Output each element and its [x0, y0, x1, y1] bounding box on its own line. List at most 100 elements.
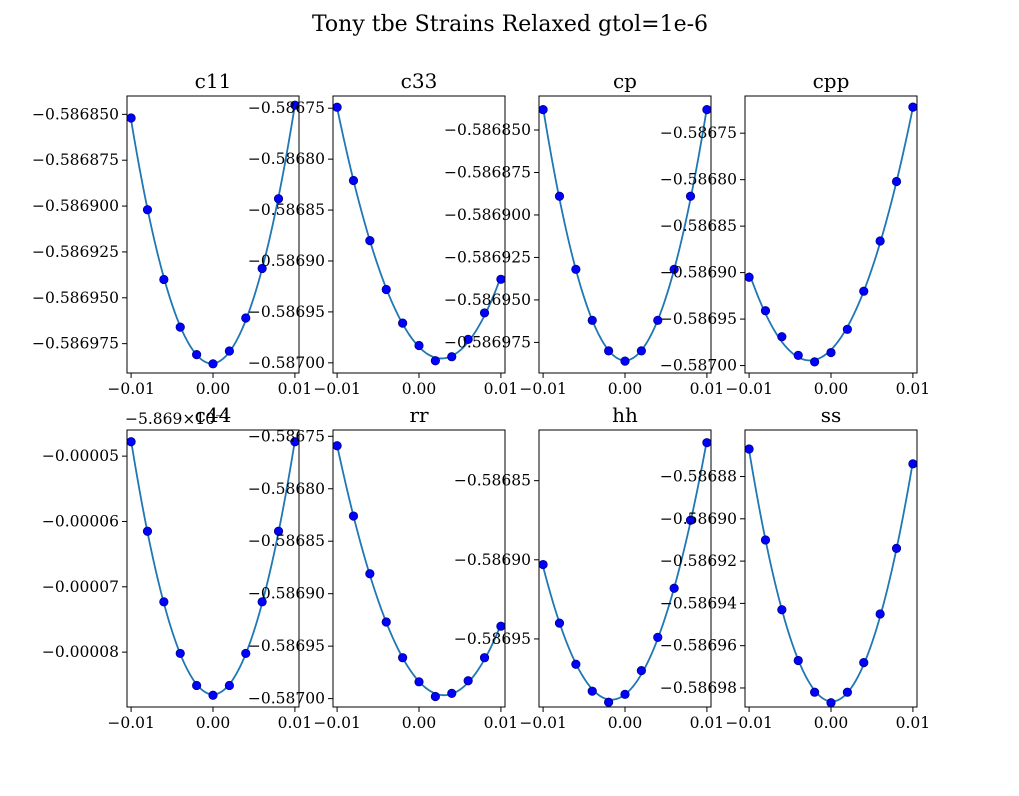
- y-tick-label: −0.58685: [660, 217, 737, 235]
- subplot-title: hh: [612, 403, 638, 427]
- data-point: [332, 441, 342, 451]
- data-point: [224, 346, 234, 356]
- data-point: [273, 526, 284, 536]
- y-tick-label: −0.00007: [42, 578, 119, 596]
- data-point: [381, 284, 391, 295]
- data-point: [224, 680, 234, 691]
- data-point: [175, 322, 185, 332]
- data-point: [273, 194, 284, 204]
- subplot-rr: −0.01 0.00 0.01 −0.58675 −0.58680 −0.58685 −0.…: [248, 403, 518, 732]
- data-point: [653, 315, 663, 325]
- data-point: [365, 569, 375, 579]
- y-tick-label: −0.58685: [454, 472, 531, 490]
- fit-curve: [748, 450, 914, 703]
- subplot-c33: −0.01 0.00 0.01 −0.58675 −0.58680 −0.58685 −0.…: [248, 69, 518, 398]
- y-tick-label: −0.586925: [32, 243, 119, 261]
- data-point: [463, 334, 473, 344]
- fit-curve: [336, 107, 502, 360]
- data-point: [479, 653, 490, 663]
- data-point: [414, 340, 424, 351]
- data-point: [744, 444, 754, 454]
- x-tick-label: −0.01: [725, 714, 773, 732]
- data-point: [381, 617, 391, 627]
- data-point: [777, 332, 787, 342]
- data-point: [875, 236, 885, 246]
- data-point: [859, 657, 869, 668]
- data-point: [875, 609, 885, 619]
- subplot-cp: −0.01 0.00 0.01 −0.586850 −0.586875 −0.586900…: [444, 69, 724, 398]
- data-point: [604, 346, 614, 356]
- data-point: [241, 648, 251, 659]
- data-point: [398, 318, 408, 328]
- y-tick-label: −0.58685: [248, 201, 325, 219]
- data-point: [142, 205, 153, 215]
- y-tick-label: −0.58690: [660, 510, 737, 528]
- data-point: [257, 263, 267, 274]
- subplot-title: c44: [195, 403, 232, 427]
- y-tick-label: −0.58680: [248, 150, 325, 168]
- y-tick-label: −0.586975: [444, 333, 531, 351]
- data-point: [192, 680, 202, 691]
- subplot-ss: −0.01 0.00 0.01 −0.58688 −0.58690 −0.58692 −0.…: [660, 403, 930, 732]
- x-tick-label: 0.01: [278, 380, 313, 398]
- data-point: [842, 324, 852, 334]
- data-point: [760, 535, 771, 545]
- y-tick-label: −0.58694: [660, 594, 737, 612]
- x-tick-label: 0.01: [896, 380, 931, 398]
- data-point: [208, 359, 218, 369]
- x-tick-label: −0.01: [107, 380, 155, 398]
- x-tick-label: −0.01: [725, 380, 773, 398]
- y-tick-label: −0.586950: [444, 291, 531, 309]
- data-point: [793, 655, 803, 666]
- data-point: [571, 264, 581, 274]
- y-tick-label: −0.58690: [248, 585, 325, 603]
- data-point: [702, 104, 712, 115]
- y-tick-label: −0.58690: [454, 551, 531, 569]
- x-tick-label: 0.00: [402, 714, 437, 732]
- y-tick-label: −0.58690: [660, 264, 737, 282]
- subplot-title: c33: [401, 69, 438, 93]
- x-tick-label: 0.00: [608, 714, 643, 732]
- y-tick-label: −0.58675: [248, 427, 325, 445]
- y-tick-label: −0.586900: [32, 197, 119, 215]
- data-point: [669, 583, 679, 593]
- data-point: [636, 665, 646, 676]
- x-tick-label: 0.00: [608, 380, 643, 398]
- subplot-title: ss: [821, 403, 842, 427]
- data-point: [447, 352, 457, 362]
- x-tick-label: 0.01: [484, 380, 519, 398]
- data-point: [620, 356, 630, 366]
- y-tick-label: −0.00005: [42, 447, 119, 465]
- y-offset-label: −5.869×10⁻¹: [125, 410, 229, 428]
- subplot-grid: −0.01 0.00 0.01−0.586850−0.586875−0.586900…: [32, 69, 930, 732]
- y-tick-label: −0.58692: [660, 552, 737, 570]
- x-tick-label: 0.00: [196, 714, 231, 732]
- data-point: [891, 543, 902, 554]
- y-tick-label: −0.586900: [444, 206, 531, 224]
- data-point: [760, 306, 771, 316]
- subplot-cpp: −0.01 0.00 0.01 −0.58675 −0.58680 −0.58685 −0.…: [660, 69, 930, 398]
- data-point: [175, 648, 185, 659]
- y-tick-label: −0.00006: [42, 512, 119, 530]
- data-point: [126, 113, 136, 123]
- subplot-title: cp: [613, 69, 637, 93]
- x-tick-label: 0.01: [278, 714, 313, 732]
- x-tick-label: 0.00: [196, 380, 231, 398]
- data-point: [430, 691, 440, 702]
- data-point: [241, 313, 251, 323]
- y-tick-label: −0.58675: [660, 124, 737, 142]
- data-point: [126, 437, 136, 447]
- data-point: [620, 689, 630, 699]
- data-point: [702, 438, 712, 448]
- fit-curve: [748, 107, 914, 362]
- y-tick-label: −0.58700: [248, 690, 325, 708]
- data-point: [554, 618, 565, 628]
- data-point: [554, 191, 565, 201]
- data-point: [496, 274, 506, 284]
- figure-title: Tony tbe Strains Relaxed gtol=1e-6: [312, 12, 708, 37]
- y-tick-label: −0.58696: [660, 637, 737, 655]
- x-tick-label: −0.01: [519, 380, 567, 398]
- data-point: [685, 515, 696, 525]
- y-tick-label: −0.58690: [248, 252, 325, 270]
